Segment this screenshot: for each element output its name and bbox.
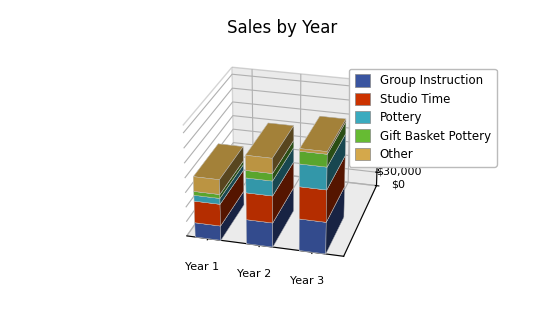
Title: Sales by Year: Sales by Year: [227, 19, 337, 37]
Legend: Group Instruction, Studio Time, Pottery, Gift Basket Pottery, Other: Group Instruction, Studio Time, Pottery,…: [349, 69, 497, 167]
